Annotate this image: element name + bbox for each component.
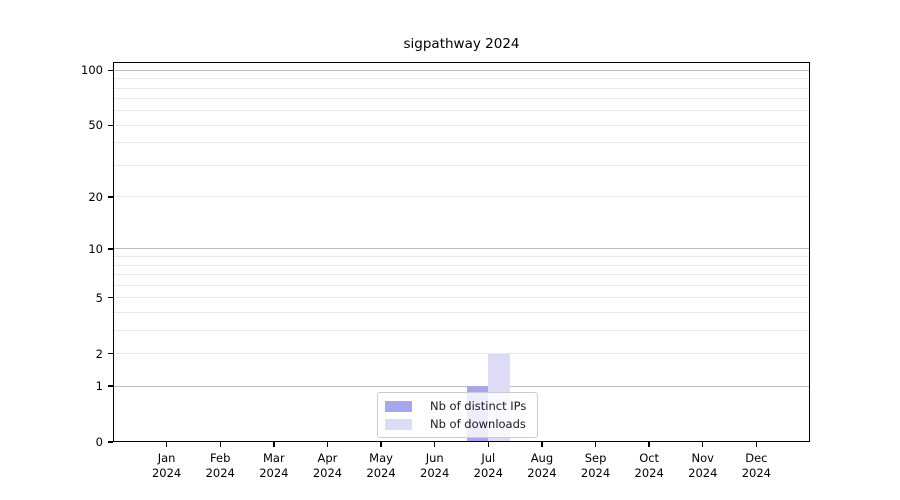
x-tick-label: Jan 2024 [137,451,197,480]
x-tick-mark [433,442,436,447]
y-tick-label: 5 [95,290,103,305]
x-tick-mark [755,442,758,447]
x-tick-label: Mar 2024 [244,451,304,480]
x-tick-mark [273,442,275,447]
x-tick-label-year: 2024 [741,465,772,480]
y-tick-label: 20 [88,189,103,204]
x-tick-label-month: Mar [262,451,285,465]
legend-swatch-nb-of-distinct-ips [385,400,412,412]
x-tick-mark [702,442,704,447]
gridline-minor [113,264,810,266]
gridline-minor [113,164,810,166]
gridline-minor [113,274,810,276]
legend-swatch-nb-of-downloads [385,418,412,430]
gridline-minor [113,329,810,331]
gridline-minor [113,284,810,286]
x-tick-label-month: Aug [530,451,554,465]
x-tick-label-month: Jun [425,451,444,465]
y-tick-label: 1 [95,379,103,394]
gridline-major [113,248,810,250]
x-tick-mark [487,442,489,447]
x-tick-label-year: 2024 [420,465,450,480]
y-tick-label: 100 [81,63,103,78]
legend: Nb of distinct IPs Nb of downloads [377,392,539,438]
x-tick-label-month: Dec [745,451,768,465]
gridline-minor [113,87,810,89]
x-tick-label: Feb 2024 [190,451,250,480]
x-tick-label-month: Sep [584,451,607,465]
x-tick-label-month: Oct [639,451,660,465]
gridline-minor [113,311,810,313]
gridline-minor [113,353,810,355]
x-tick-mark [594,442,597,447]
x-tick-label-year: 2024 [634,465,664,480]
x-tick-label: Aug 2024 [512,451,572,480]
x-tick-label-year: 2024 [312,465,343,480]
x-tick-label-year: 2024 [688,465,718,480]
y-tick-label: 2 [95,346,103,361]
gridline-minor [113,256,810,258]
y-tick-mark [108,124,113,127]
x-tick-label: Oct 2024 [619,451,679,480]
gridline-major [113,69,810,71]
x-tick-label-year: 2024 [205,465,235,480]
y-tick-label: 50 [88,118,103,133]
x-tick-label: Jul 2024 [458,451,518,480]
legend-label: Nb of downloads [430,417,526,431]
x-tick-label-year: 2024 [151,465,182,480]
x-tick-label: May 2024 [351,451,411,480]
legend-label: Nb of distinct IPs [430,399,527,413]
x-tick-label-month: Apr [317,451,338,465]
gridline-minor [113,78,810,80]
plot-area [113,62,810,442]
x-tick-label-month: Nov [691,451,714,465]
x-tick-mark [219,442,221,447]
x-tick-label: Sep 2024 [566,451,626,480]
x-tick-label-year: 2024 [527,465,557,480]
gridline-minor [113,124,810,126]
chart-title: sigpathway 2024 [403,36,520,52]
x-tick-label-year: 2024 [473,465,503,480]
y-tick-mark [108,385,113,387]
x-tick-mark [165,442,168,447]
gridline-minor [113,110,810,112]
y-tick-label: 10 [88,241,103,256]
gridline-minor [113,297,810,299]
x-tick-label: Dec 2024 [726,451,786,480]
x-tick-label-month: Jul [481,451,496,465]
gridline-minor [113,98,810,100]
x-tick-mark [541,442,543,447]
y-tick-label: 0 [95,435,103,449]
x-tick-label: Apr 2024 [297,451,357,480]
y-tick-mark [108,196,113,198]
x-tick-mark [380,442,382,447]
x-tick-label-year: 2024 [366,465,396,480]
y-tick-mark [108,69,113,72]
x-tick-label-year: 2024 [580,465,611,480]
gridline-minor [113,196,810,198]
x-tick-label-month: Feb [210,451,231,465]
y-tick-mark [108,248,113,250]
legend-row-nb-of-distinct-ips: Nb of distinct IPs [385,399,526,413]
y-tick-mark [108,297,113,299]
x-tick-label-year: 2024 [259,465,289,480]
legend-row-nb-of-downloads: Nb of downloads [385,417,526,431]
x-tick-label: Jun 2024 [405,451,465,480]
gridline-minor [113,142,810,144]
x-tick-mark [648,442,650,447]
x-tick-label-month: May [369,451,393,465]
x-tick-label-month: Jan [157,451,176,465]
x-tick-label: Nov 2024 [673,451,733,480]
x-tick-mark [326,442,329,447]
y-tick-mark [108,352,113,355]
gridline-major [113,385,810,387]
y-tick-mark [108,441,113,443]
